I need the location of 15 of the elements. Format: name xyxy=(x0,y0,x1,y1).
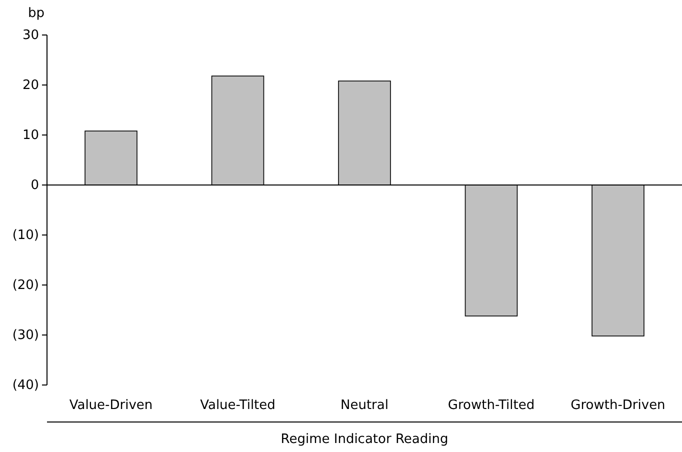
x-tick-label: Value-Tilted xyxy=(200,398,276,413)
x-axis-title: Regime Indicator Reading xyxy=(280,432,448,447)
x-tick-label: Neutral xyxy=(340,398,388,413)
y-tick-label: (40) xyxy=(12,378,39,394)
x-tick-label: Growth-Tilted xyxy=(448,398,535,413)
y-tick-label: 0 xyxy=(30,178,39,194)
y-tick-label: 30 xyxy=(22,28,39,44)
x-tick-label: Value-Driven xyxy=(69,398,153,413)
y-axis-title: bp xyxy=(28,6,45,21)
y-tick-label: 20 xyxy=(22,78,39,94)
y-tick-label: (30) xyxy=(12,328,39,344)
y-tick-label: 10 xyxy=(22,128,39,144)
x-tick-label: Growth-Driven xyxy=(570,398,666,413)
y-tick-label: (20) xyxy=(12,278,39,294)
y-tick-label: (10) xyxy=(12,228,39,244)
